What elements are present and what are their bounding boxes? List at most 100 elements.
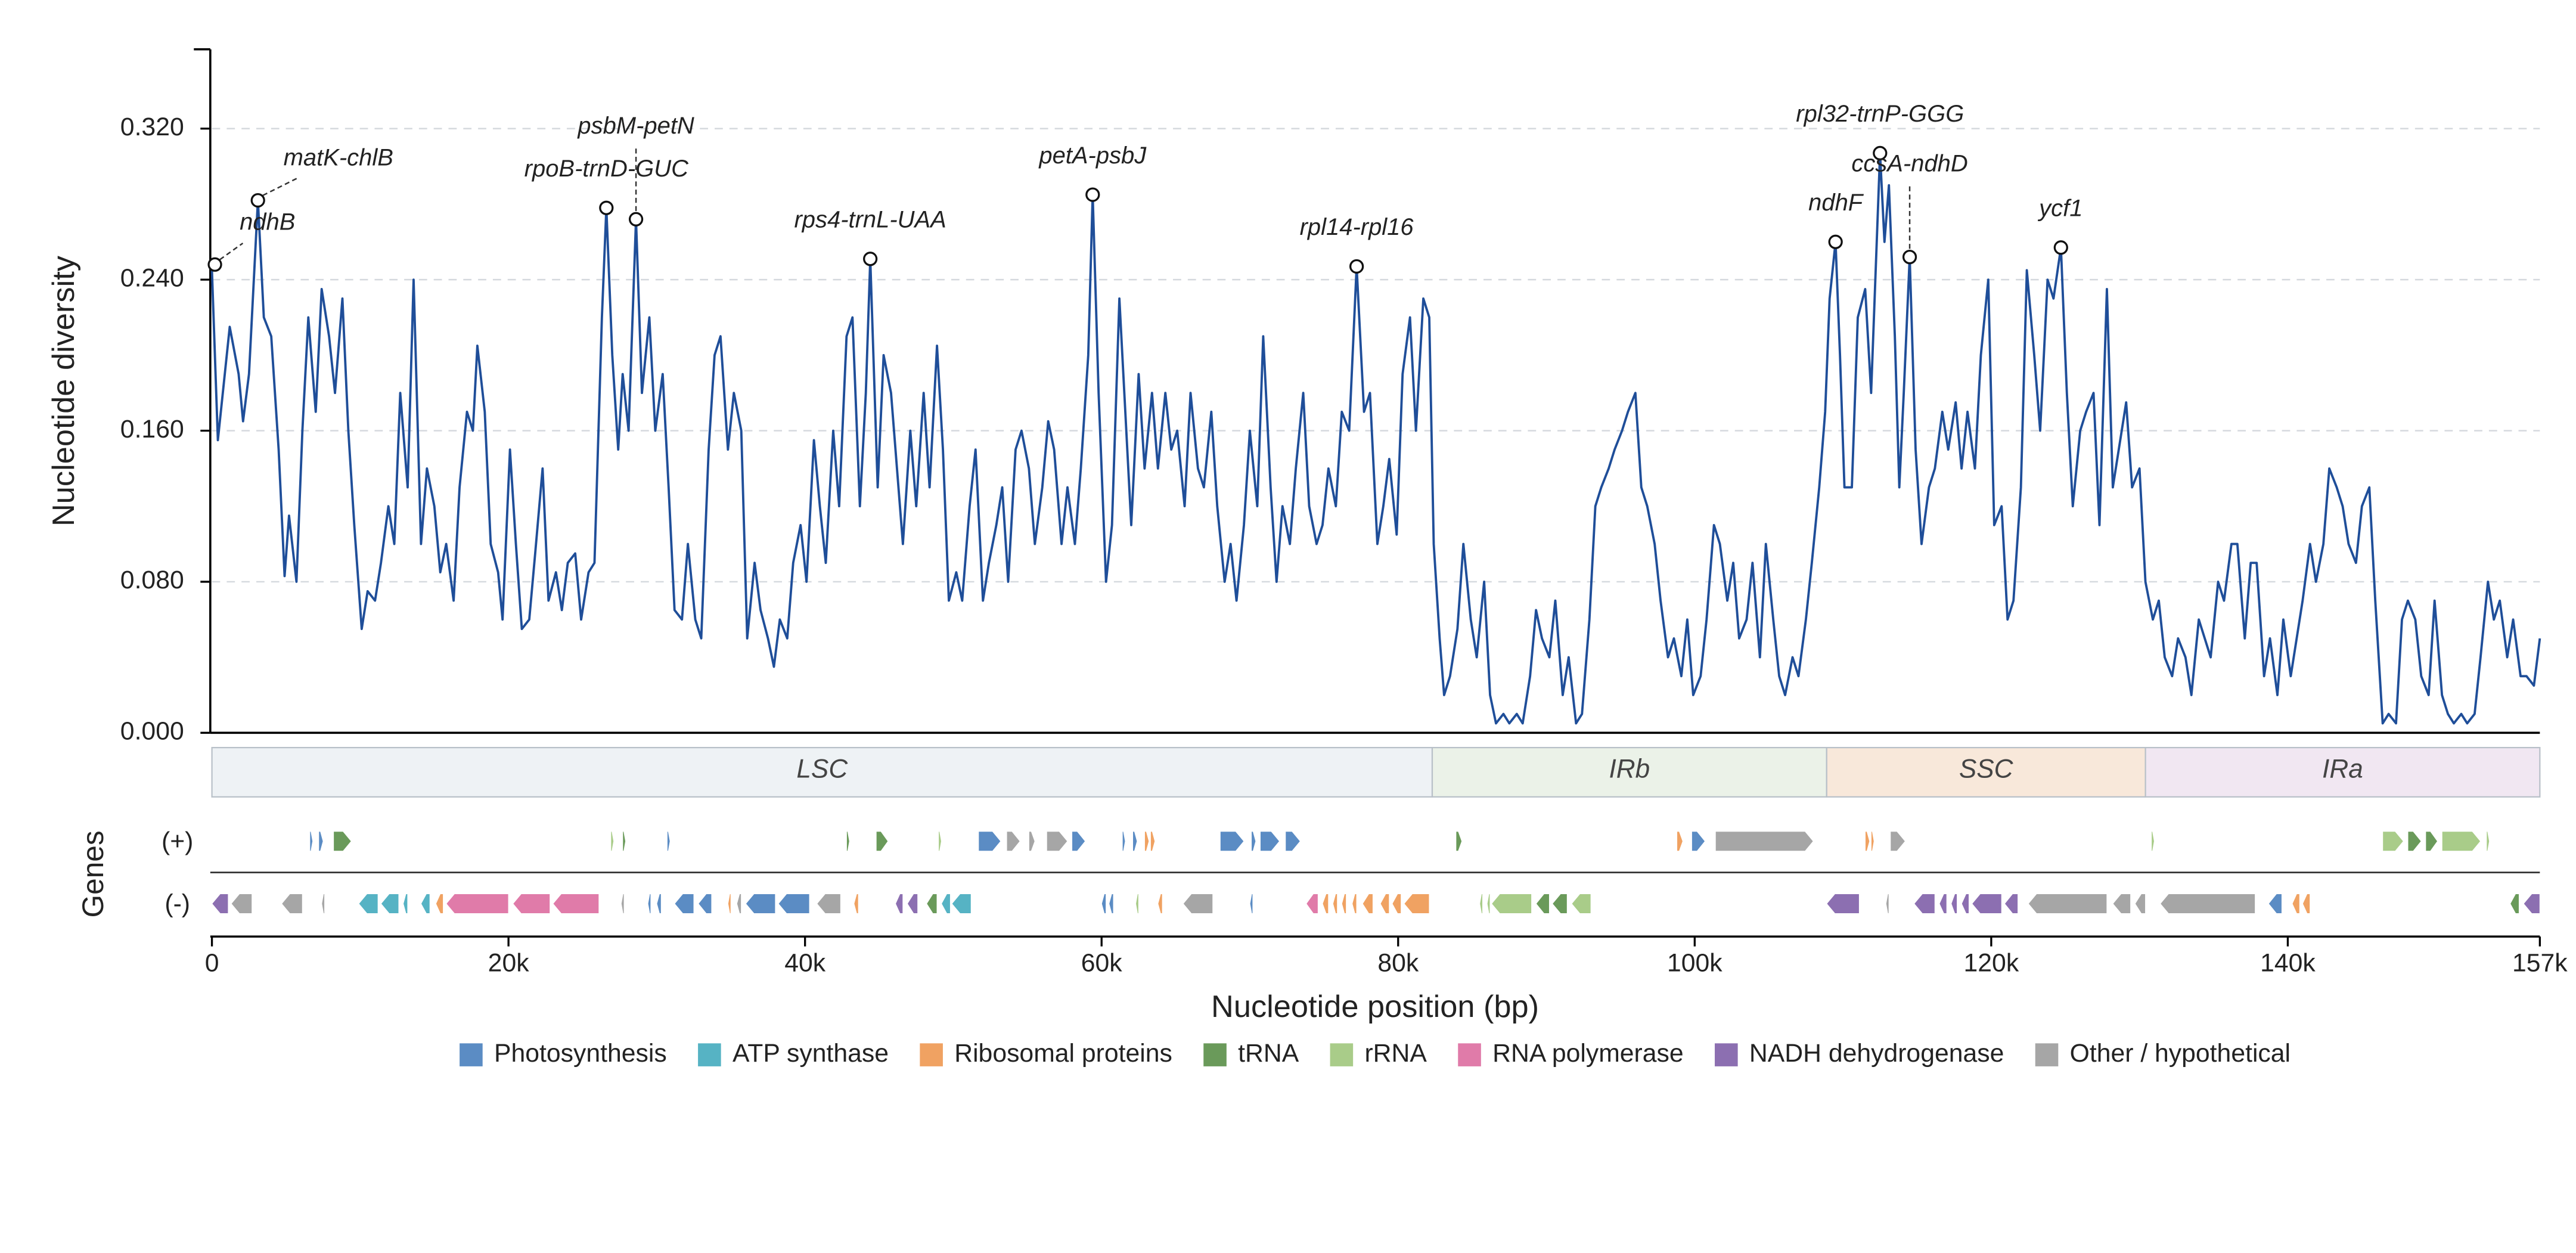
track-label: Genes bbox=[76, 830, 110, 917]
legend-swatch bbox=[2035, 1043, 2059, 1066]
gene-arrow bbox=[1380, 893, 1390, 914]
gene-arrow bbox=[281, 893, 303, 914]
gene-arrow bbox=[1250, 831, 1256, 852]
y-tick-label: 0.000 bbox=[120, 717, 184, 746]
gene-arrow bbox=[1341, 893, 1347, 914]
gene-arrow bbox=[321, 893, 325, 914]
y-tick-label: 0.240 bbox=[120, 263, 184, 292]
gene-arrow bbox=[1249, 893, 1253, 914]
legend-item: Other / hypothetical bbox=[2035, 1039, 2291, 1068]
gene-arrow bbox=[2441, 831, 2481, 852]
gene-arrow bbox=[727, 893, 731, 914]
x-tick-label: 60k bbox=[1081, 948, 1123, 977]
x-tick-label: 140k bbox=[2260, 948, 2316, 977]
legend-item: Ribosomal proteins bbox=[920, 1039, 1172, 1068]
gene-arrow bbox=[1392, 893, 1402, 914]
gene-arrow bbox=[1951, 893, 1958, 914]
gene-arrow bbox=[1491, 893, 1532, 914]
gene-arrow bbox=[816, 893, 841, 914]
gene-arrow bbox=[1455, 831, 1463, 852]
peak-marker bbox=[863, 252, 878, 266]
gene-arrow bbox=[697, 893, 712, 914]
gene-arrow bbox=[2112, 893, 2131, 914]
gene-arrow bbox=[1676, 831, 1684, 852]
strand-label: (+) bbox=[162, 827, 193, 855]
x-tick-label: 0 bbox=[205, 948, 219, 977]
gene-arrow bbox=[1028, 831, 1035, 852]
gene-arrow bbox=[2425, 831, 2438, 852]
peak-label: ndhB bbox=[240, 209, 295, 235]
gene-arrow bbox=[380, 893, 399, 914]
gene-arrow bbox=[1322, 893, 1329, 914]
leader-line bbox=[262, 176, 300, 196]
gene-arrow bbox=[1715, 831, 1814, 852]
peak-label: rpl32-trnP-GGG bbox=[1796, 101, 1964, 127]
gene-arrow bbox=[2407, 831, 2422, 852]
gene-arrow bbox=[1890, 831, 1906, 852]
gene-arrow bbox=[553, 893, 600, 914]
gene-arrow bbox=[647, 893, 651, 914]
legend-item: tRNA bbox=[1203, 1039, 1299, 1068]
gene-arrow bbox=[1551, 893, 1568, 914]
gene-arrow bbox=[978, 831, 1001, 852]
x-tick-label: 120k bbox=[1964, 948, 2019, 977]
legend-label: NADH dehydrogenase bbox=[1749, 1039, 2004, 1068]
gene-arrow bbox=[1479, 893, 1483, 914]
gene-arrow bbox=[895, 893, 904, 914]
gene-arrow bbox=[938, 831, 942, 852]
legend-swatch bbox=[1330, 1043, 1354, 1066]
gene-arrow bbox=[1006, 831, 1021, 852]
gene-arrow bbox=[1259, 831, 1280, 852]
gene-arrow bbox=[2509, 893, 2520, 914]
peak-label: psbM-petN bbox=[577, 113, 694, 139]
legend-swatch bbox=[1203, 1043, 1227, 1066]
gene-arrow bbox=[1870, 831, 1874, 852]
gene-arrow bbox=[907, 893, 918, 914]
gene-arrow bbox=[1150, 831, 1156, 852]
gene-arrow bbox=[1486, 893, 1491, 914]
gene-arrow bbox=[1352, 893, 1357, 914]
gene-arrow bbox=[854, 893, 859, 914]
gene-arrow bbox=[2486, 831, 2490, 852]
gene-arrow bbox=[610, 831, 614, 852]
region-label: IRa bbox=[2322, 754, 2363, 783]
gene-arrow bbox=[1961, 893, 1970, 914]
gene-arrow bbox=[1046, 831, 1068, 852]
region-band bbox=[1431, 747, 1827, 798]
legend-item: ATP synthase bbox=[698, 1039, 889, 1068]
x-tick-label: 20k bbox=[488, 948, 530, 977]
gene-arrow bbox=[656, 893, 662, 914]
gene-arrow bbox=[1122, 831, 1126, 852]
x-tick-label: 100k bbox=[1667, 948, 1722, 977]
gene-arrow bbox=[2268, 893, 2283, 914]
gene-arrow bbox=[1404, 893, 1430, 914]
gene-arrow bbox=[1132, 831, 1138, 852]
gene-arrow bbox=[1071, 831, 1086, 852]
gene-arrow bbox=[1135, 893, 1139, 914]
peak-label: rpoB-trnD-GUC bbox=[524, 156, 689, 182]
gene-arrow bbox=[951, 893, 972, 914]
gene-arrow bbox=[2159, 893, 2256, 914]
gene-arrow bbox=[309, 831, 314, 852]
gene-arrow bbox=[1144, 831, 1150, 852]
legend-item: rRNA bbox=[1330, 1039, 1427, 1068]
legend-label: Ribosomal proteins bbox=[954, 1039, 1172, 1068]
gene-arrow bbox=[736, 893, 742, 914]
peak-label: ccsA-ndhD bbox=[1851, 150, 1967, 176]
peak-marker bbox=[2053, 240, 2068, 255]
gene-arrow bbox=[1219, 831, 1244, 852]
strand-label: (-) bbox=[165, 889, 190, 918]
gene-arrow bbox=[1885, 893, 1889, 914]
x-tick-label: 80k bbox=[1377, 948, 1419, 977]
gene-arrow bbox=[2382, 831, 2404, 852]
gene-arrow bbox=[2292, 893, 2300, 914]
gene-arrow bbox=[318, 831, 324, 852]
legend-label: RNA polymerase bbox=[1492, 1039, 1684, 1068]
gene-arrow bbox=[1362, 893, 1374, 914]
peak-label: petA-psbJ bbox=[1038, 142, 1147, 169]
region-label: IRb bbox=[1609, 754, 1650, 783]
diversity-line bbox=[210, 151, 2541, 725]
gene-arrow bbox=[941, 893, 951, 914]
